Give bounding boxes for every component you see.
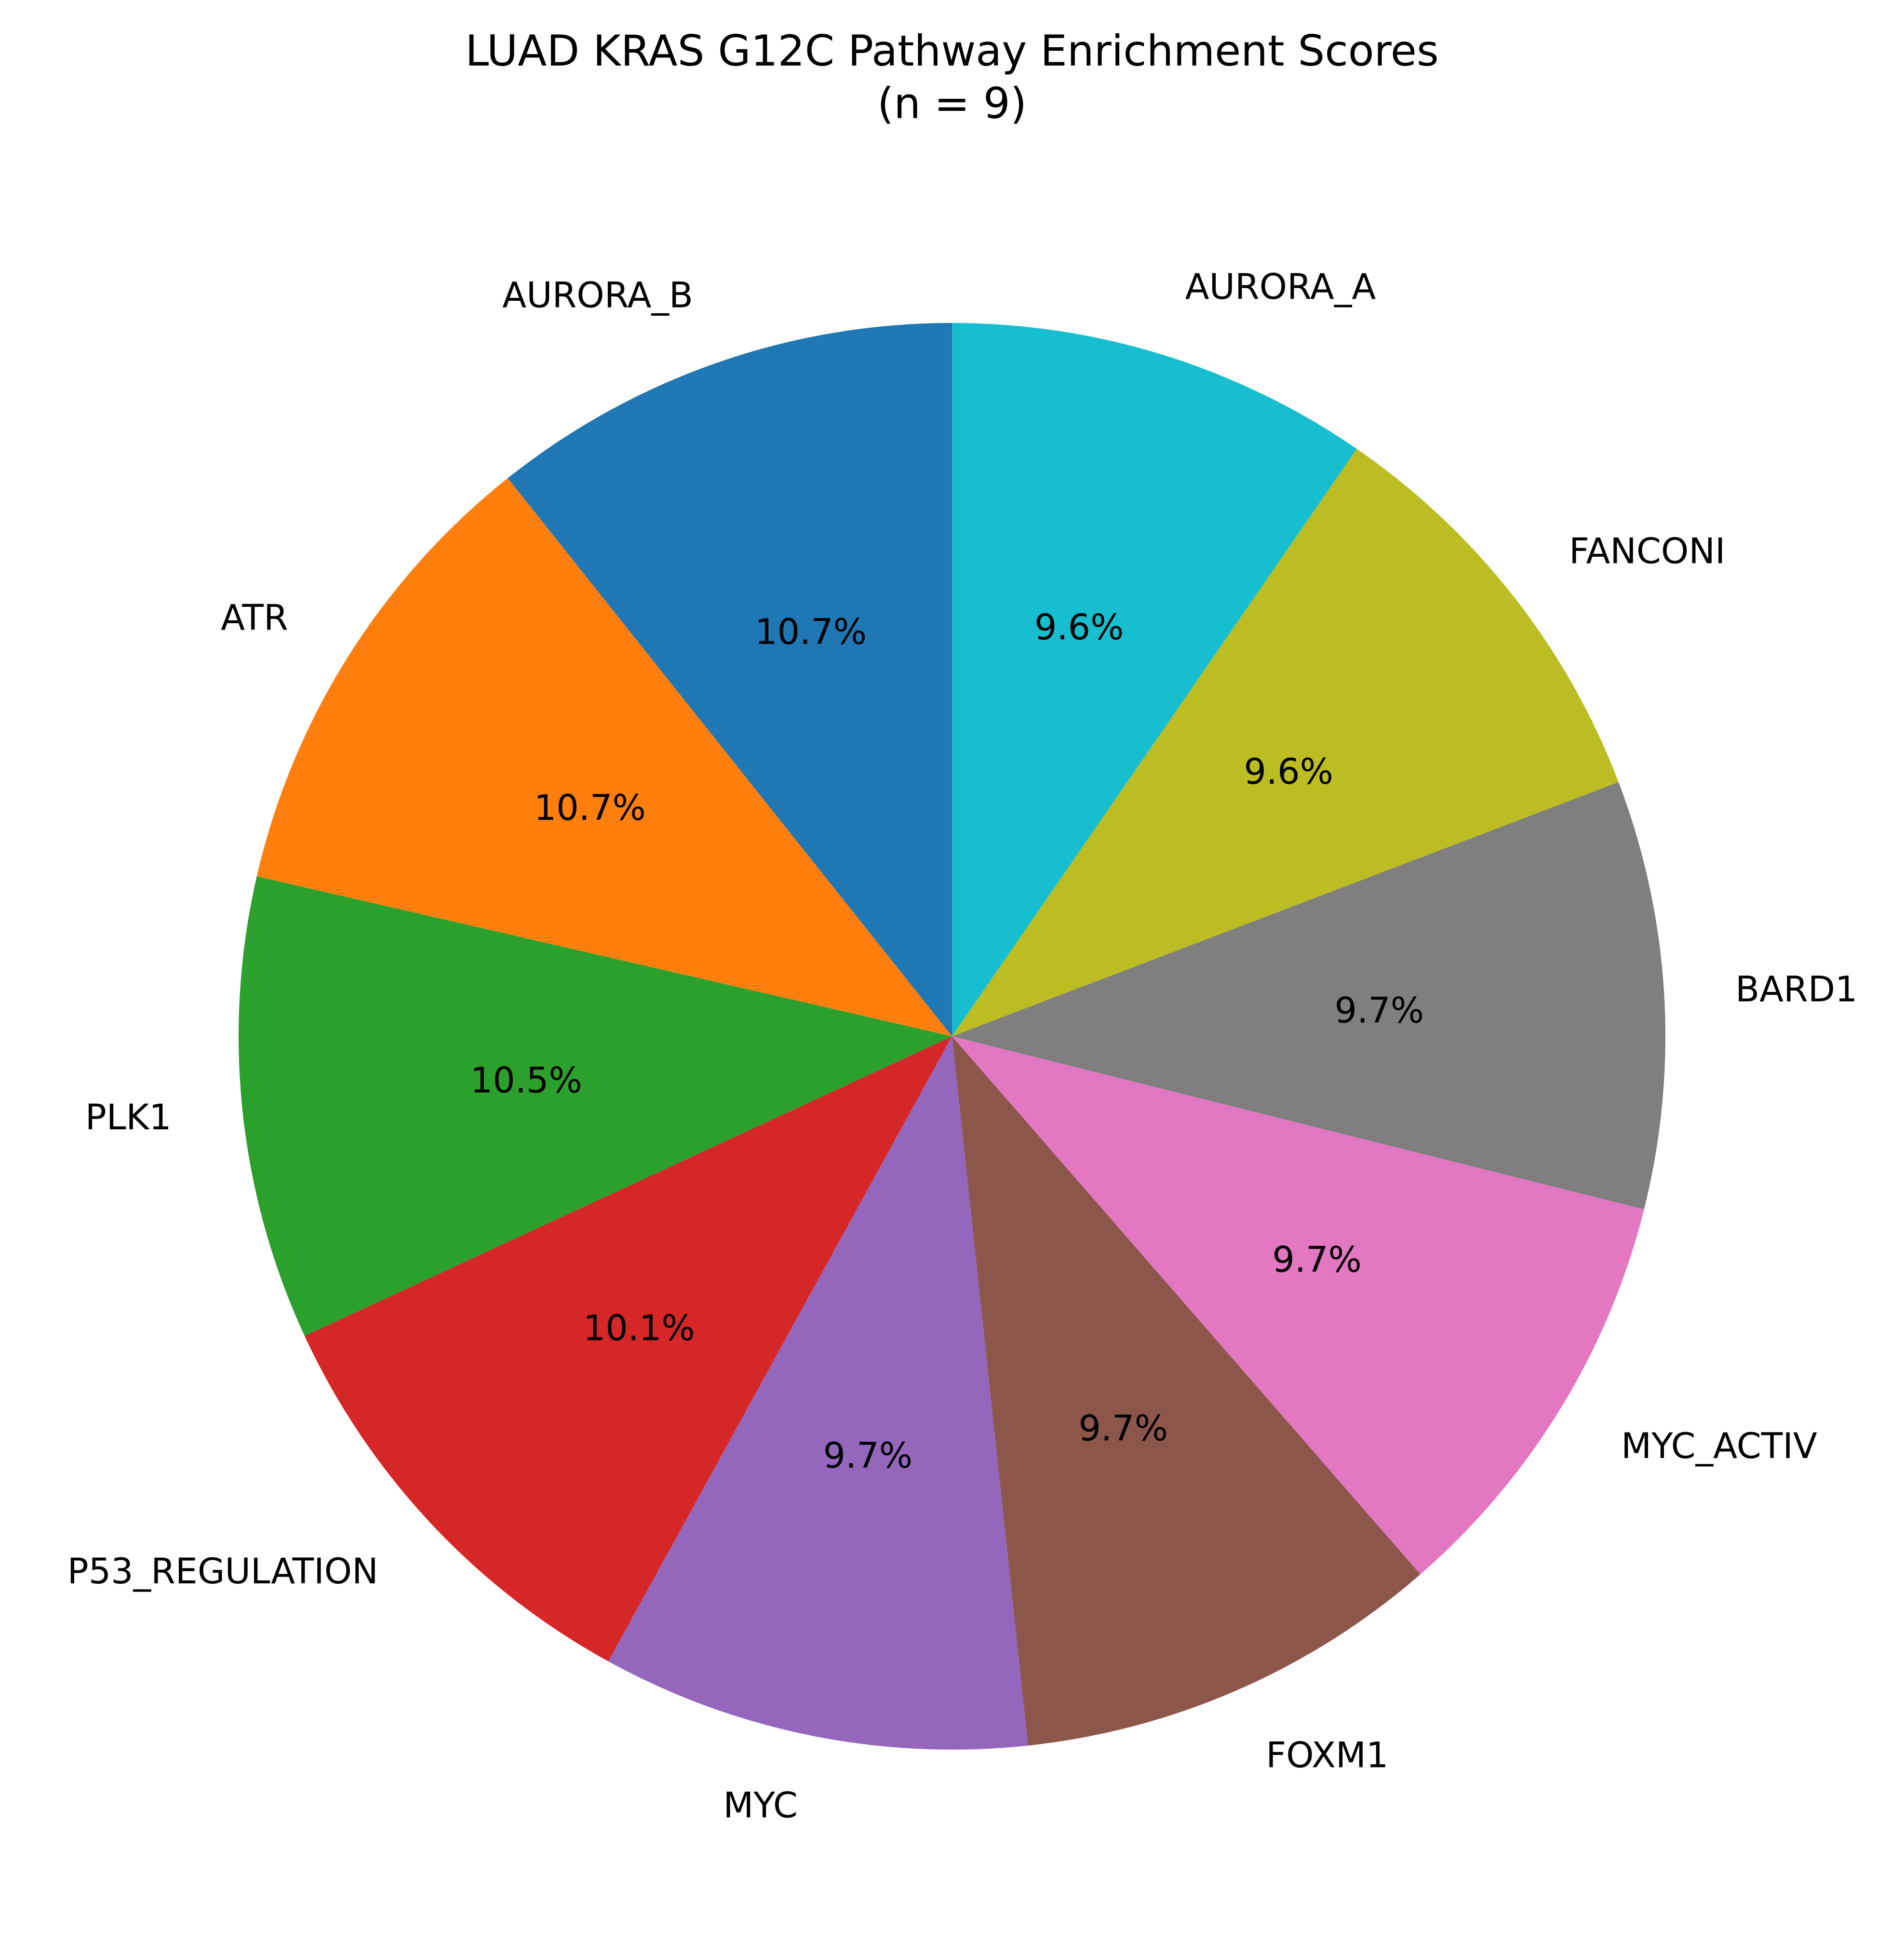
- chart-title: LUAD KRAS G12C Pathway Enrichment Scores: [465, 26, 1439, 76]
- slice-percent-aurora-a: 9.6%: [1034, 607, 1124, 648]
- pie-labels: AURORA_B 10.7% ATR 10.7% PLK1 10.5% P53_REGULA…: [67, 267, 1858, 1826]
- slice-percent-fanconi: 9.6%: [1244, 751, 1333, 792]
- pie-slice-aurora-a: [952, 323, 1357, 1036]
- pie-slice-atr: [256, 478, 952, 1037]
- slice-percent-p53-regulation: 10.1%: [583, 1308, 695, 1349]
- slice-label-aurora-b: AURORA_B: [502, 275, 693, 316]
- slice-label-aurora-a: AURORA_A: [1185, 267, 1376, 308]
- slice-label-fanconi: FANCONI: [1569, 531, 1725, 572]
- pie-slice-plk1: [238, 876, 952, 1336]
- pie-slice-p53-regulation: [304, 1036, 952, 1661]
- slice-label-myc-activ: MYC_ACTIV: [1621, 1426, 1817, 1467]
- slice-percent-plk1: 10.5%: [470, 1060, 582, 1101]
- slice-label-foxm1: FOXM1: [1266, 1735, 1388, 1776]
- chart-subtitle: (n = 9): [877, 79, 1027, 128]
- slice-percent-aurora-b: 10.7%: [755, 612, 867, 653]
- slice-label-p53-regulation: P53_REGULATION: [67, 1551, 378, 1592]
- slice-label-plk1: PLK1: [85, 1097, 172, 1138]
- slice-percent-foxm1: 9.7%: [1078, 1408, 1167, 1449]
- pie-slice-myc: [608, 1036, 1028, 1750]
- pie-slice-myc-activ: [952, 1036, 1644, 1575]
- pie-slice-fanconi: [952, 449, 1619, 1036]
- slice-percent-myc: 9.7%: [823, 1435, 912, 1476]
- slice-label-myc: MYC: [723, 1785, 798, 1826]
- pie-slice-foxm1: [952, 1036, 1421, 1746]
- pie-slice-aurora-b: [508, 323, 952, 1036]
- pie-slices: [238, 323, 1666, 1750]
- slice-percent-myc-activ: 9.7%: [1272, 1239, 1361, 1280]
- slice-label-bard1: BARD1: [1735, 969, 1857, 1010]
- slice-label-atr: ATR: [221, 597, 288, 638]
- pie-slice-bard1: [952, 782, 1666, 1210]
- slice-percent-atr: 10.7%: [534, 788, 646, 829]
- slice-percent-bard1: 9.7%: [1335, 990, 1424, 1031]
